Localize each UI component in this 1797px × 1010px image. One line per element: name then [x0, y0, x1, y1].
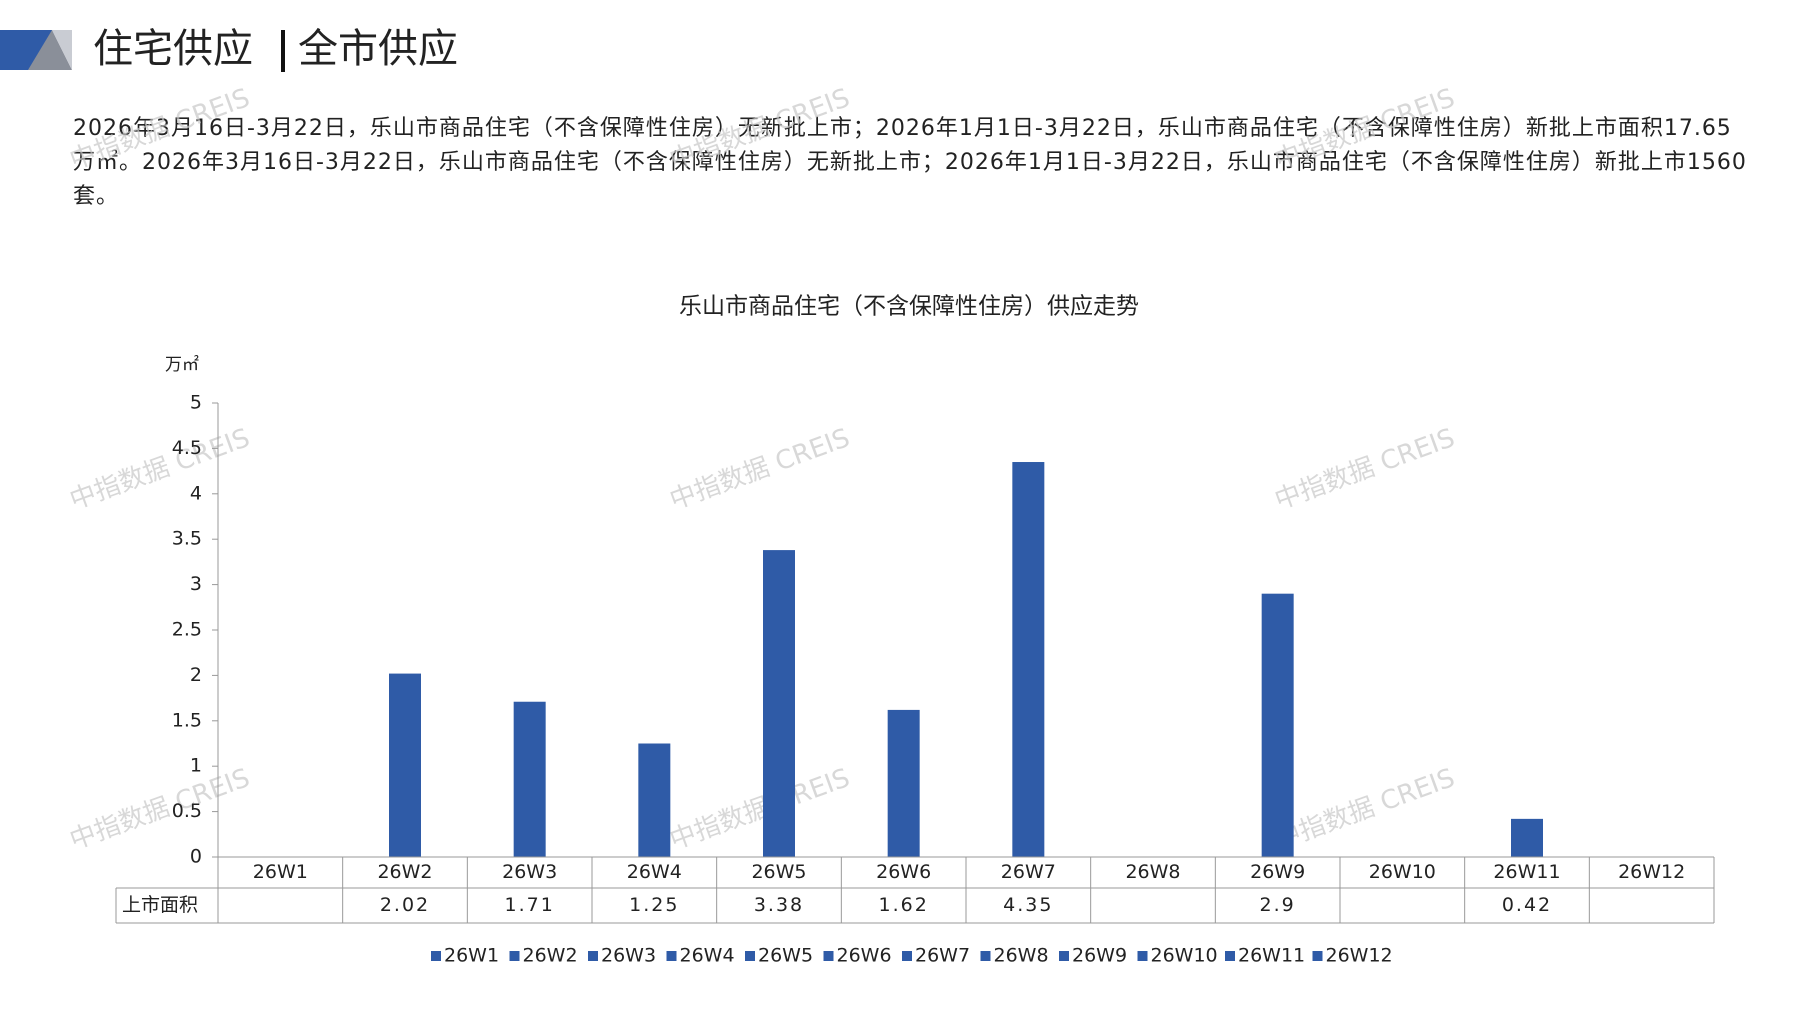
- x-tick-label: 26W3: [502, 861, 557, 883]
- legend-label: 26W7: [915, 945, 970, 967]
- table-value: 2.02: [380, 894, 430, 916]
- table-value: 0.42: [1502, 894, 1552, 916]
- x-tick-label: 26W10: [1369, 861, 1436, 883]
- legend-label: 26W2: [523, 945, 578, 967]
- legend-label: 26W5: [758, 945, 813, 967]
- bar: [1511, 818, 1543, 857]
- legend-label: 26W4: [680, 945, 735, 967]
- y-tick-label: 5: [190, 392, 202, 414]
- y-axis-unit: 万㎡: [165, 355, 199, 375]
- bar: [1012, 462, 1045, 857]
- x-tick-label: 26W6: [876, 861, 931, 883]
- y-tick-label: 3: [190, 573, 202, 595]
- bar: [638, 743, 671, 857]
- legend-swatch: [588, 951, 598, 961]
- legend-swatch: [666, 951, 677, 961]
- table-value: 1.71: [505, 894, 555, 916]
- table-value: 2.9: [1260, 894, 1296, 916]
- legend-label: 26W8: [994, 945, 1049, 967]
- bar: [763, 550, 795, 857]
- legend-swatch: [745, 951, 755, 961]
- legend-label: 26W1: [444, 945, 499, 967]
- legend-label: 26W6: [837, 945, 892, 967]
- header-logo: [52, 30, 72, 70]
- table-value: 3.38: [754, 894, 804, 916]
- y-tick-label: 1: [190, 755, 202, 777]
- y-tick-label: 2.5: [172, 619, 202, 641]
- header-separator: [281, 30, 285, 72]
- watermark: 中指数据 CREIS: [666, 763, 854, 856]
- y-tick-label: 4.5: [172, 437, 202, 459]
- legend-swatch: [1059, 951, 1069, 961]
- table-value: 1.62: [879, 894, 929, 916]
- watermark: 中指数据 CREIS: [66, 763, 254, 856]
- legend-label: 26W12: [1326, 945, 1393, 967]
- legend-swatch: [902, 951, 912, 961]
- x-tick-label: 26W11: [1493, 861, 1560, 883]
- legend-swatch: [823, 951, 834, 961]
- watermark: 中指数据 CREIS: [666, 83, 854, 176]
- y-tick-label: 3.5: [172, 528, 202, 550]
- y-tick-label: 2: [190, 664, 202, 686]
- y-tick-label: 4: [190, 482, 202, 504]
- summary-paragraph: 2026年3月16日-3月22日，乐山市商品住宅（不含保障性住房）无新批上市；2…: [73, 116, 1747, 209]
- watermark: 中指数据 CREIS: [1271, 423, 1459, 516]
- chart-title: 乐山市商品住宅（不含保障性住房）供应走势: [679, 294, 1139, 320]
- watermark: 中指数据 CREIS: [1271, 763, 1459, 856]
- watermark: 中指数据 CREIS: [666, 423, 854, 516]
- legend-label: 26W9: [1072, 945, 1127, 967]
- bar: [513, 701, 546, 857]
- legend-swatch: [1225, 951, 1235, 961]
- y-tick-label: 1.5: [172, 709, 202, 731]
- legend-swatch: [1137, 951, 1148, 961]
- header-title: 住宅供应: [93, 26, 253, 72]
- x-tick-label: 26W7: [1001, 861, 1056, 883]
- legend-swatch: [980, 951, 991, 961]
- bar: [389, 673, 421, 857]
- table-value: 4.35: [1003, 894, 1053, 916]
- header-logo: [28, 30, 72, 70]
- header-subtitle: 全市供应: [298, 26, 458, 72]
- x-tick-label: 26W5: [751, 861, 806, 883]
- y-tick-label: 0: [190, 846, 202, 868]
- y-tick-label: 0.5: [172, 800, 202, 822]
- legend-swatch: [431, 951, 441, 961]
- legend-label: 26W3: [601, 945, 656, 967]
- x-tick-label: 26W12: [1618, 861, 1685, 883]
- x-tick-label: 26W4: [627, 861, 682, 883]
- bar: [887, 709, 920, 857]
- watermark: 中指数据 CREIS: [66, 83, 254, 176]
- x-tick-label: 26W8: [1125, 861, 1180, 883]
- bar: [1261, 593, 1294, 857]
- watermark: 中指数据 CREIS: [66, 423, 254, 516]
- x-tick-label: 26W9: [1250, 861, 1305, 883]
- table-row-label: 上市面积: [122, 894, 198, 916]
- watermark: 中指数据 CREIS: [1271, 83, 1459, 176]
- legend-label: 26W10: [1151, 945, 1218, 967]
- x-tick-label: 26W1: [253, 861, 308, 883]
- x-tick-label: 26W2: [377, 861, 432, 883]
- legend-label: 26W11: [1238, 945, 1305, 967]
- legend-swatch: [1312, 951, 1323, 961]
- table-value: 1.25: [629, 894, 679, 916]
- legend-swatch: [509, 951, 520, 961]
